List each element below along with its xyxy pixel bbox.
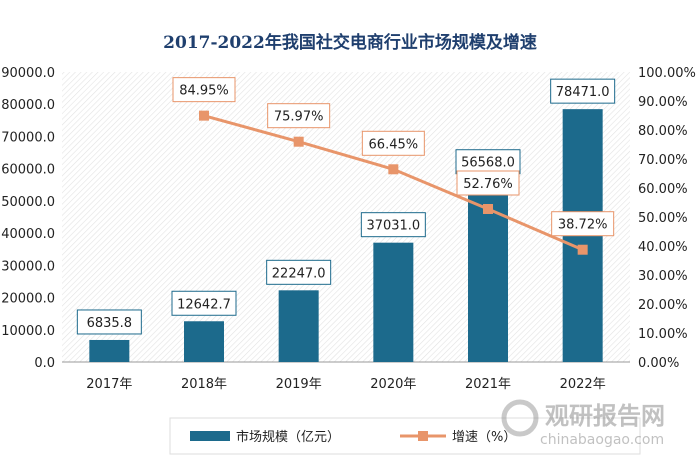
y-right-tick: 60.00% — [638, 182, 688, 197]
y-right-tick: 20.00% — [638, 298, 688, 313]
bar-label-box — [171, 290, 237, 316]
bar-label: 6835.8 — [87, 316, 133, 331]
line-label-box — [172, 77, 236, 103]
bar-label: 12642.7 — [177, 297, 231, 312]
bar-label-box — [360, 212, 426, 238]
y-right-tick: 0.00% — [638, 356, 679, 371]
x-tick: 2021年 — [465, 377, 511, 392]
svg-text:chinabaogao.com: chinabaogao.com — [540, 432, 664, 448]
y-right-tick: 50.00% — [638, 211, 688, 226]
y-left-tick: 60000.0 — [1, 163, 55, 178]
x-tick: 2020年 — [370, 377, 416, 392]
bar-label: 37031.0 — [366, 219, 420, 234]
y-left-tick: 20000.0 — [1, 292, 55, 307]
legend-label-market: 市场规模（亿元） — [236, 429, 340, 445]
y-left-tick: 0.0 — [34, 356, 55, 371]
bar-label-box — [266, 259, 332, 285]
y-right-tick: 100.00% — [638, 66, 696, 81]
x-tick: 2018年 — [181, 377, 227, 392]
chart-title: 2017-2022年我国社交电商行业市场规模及增速 — [163, 32, 537, 53]
bar — [373, 242, 414, 362]
bar-label: 22247.0 — [272, 266, 326, 281]
legend-marker — [418, 431, 428, 441]
line-label: 38.72% — [558, 218, 608, 233]
y-right-tick: 70.00% — [638, 153, 688, 168]
x-tick: 2017年 — [86, 377, 132, 392]
line-marker — [199, 110, 209, 121]
legend-label-growth: 增速（%） — [452, 430, 516, 445]
y-right-tick: 40.00% — [638, 240, 688, 255]
y-left-tick: 70000.0 — [1, 130, 55, 145]
x-tick: 2022年 — [560, 377, 606, 392]
line-label: 52.76% — [463, 177, 513, 192]
y-left-tick: 40000.0 — [1, 227, 55, 242]
line-label-box — [267, 103, 331, 129]
watermark: 观研报告网 chinabaogao.com — [501, 399, 665, 448]
line-marker — [293, 136, 304, 147]
line-label-box — [456, 170, 520, 196]
bar-label-box — [76, 309, 142, 335]
bar-label: 78471.0 — [556, 85, 610, 100]
bar-label-box — [550, 78, 616, 104]
line-marker — [483, 203, 493, 214]
y-left-tick: 50000.0 — [1, 195, 55, 210]
line-label: 66.45% — [369, 137, 419, 152]
y-right-tick: 90.00% — [638, 95, 688, 110]
line-label-box — [361, 130, 425, 156]
y-left-tick: 90000.0 — [1, 66, 55, 81]
line-marker — [577, 244, 588, 255]
plot-area — [62, 72, 630, 362]
line-label: 75.97% — [274, 110, 324, 125]
bar — [278, 290, 319, 362]
line-label: 84.95% — [179, 84, 229, 99]
x-tick: 2019年 — [276, 377, 322, 392]
y-right-tick: 30.00% — [638, 269, 688, 284]
line-label-box — [551, 211, 615, 237]
y-left-tick: 30000.0 — [1, 259, 55, 274]
bar — [184, 321, 224, 362]
y-right-tick: 10.00% — [638, 327, 688, 342]
bar-label: 56568.0 — [461, 156, 515, 171]
y-left-tick: 10000.0 — [1, 324, 55, 339]
bar — [89, 339, 130, 362]
svg-text:观研报告网: 观研报告网 — [545, 402, 665, 430]
y-right-tick: 80.00% — [638, 124, 688, 139]
y-left-tick: 80000.0 — [1, 98, 55, 113]
legend-swatch-bar — [190, 431, 230, 441]
line-marker — [388, 164, 399, 175]
